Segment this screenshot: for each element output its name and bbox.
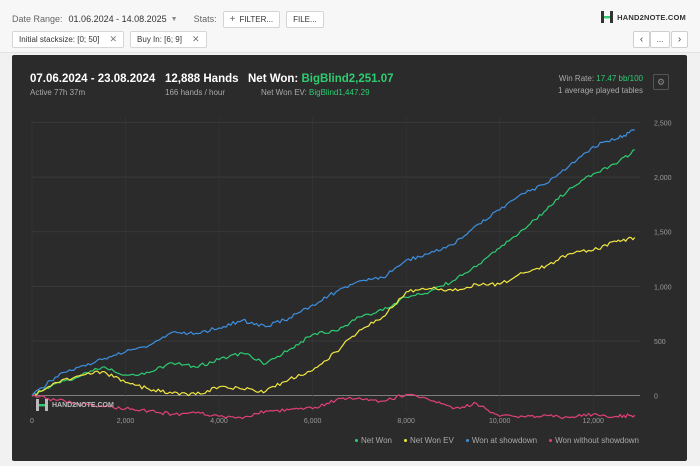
legend-item[interactable]: Won without showdown <box>549 436 639 445</box>
active-time: Active 77h 37m <box>30 88 86 97</box>
chevron-down-icon[interactable]: ▼ <box>170 15 178 23</box>
win-rate-value: 17.47 bb/100 <box>596 74 643 83</box>
legend-dot-icon <box>549 439 553 442</box>
legend-label: Net Won <box>361 436 392 445</box>
filter-chip-stacksize[interactable]: Initial stacksize: [0; 50] ✕ <box>12 31 125 48</box>
chart-legend: Net Won Net Won EV Won at showdown Won with… <box>343 436 639 445</box>
win-rate-label: Win Rate: <box>558 74 595 83</box>
tables-note: 1 average played tables <box>558 86 643 95</box>
net-won: Net Won: BigBlind2,251.07 <box>248 73 394 85</box>
top-toolbar: Date Range: 01.06.2024 - 14.08.2025 ▼ St… <box>0 0 700 53</box>
more-label: ... <box>656 35 664 44</box>
y-tick-label: 1,500 <box>654 230 672 237</box>
legend-label: Won at showdown <box>471 436 538 445</box>
filter-button-label: FILTER... <box>239 14 274 24</box>
prev-button[interactable]: ‹ <box>633 31 650 48</box>
filter-row: Date Range: 01.06.2024 - 14.08.2025 ▼ St… <box>12 10 330 28</box>
plus-icon: + <box>229 13 236 25</box>
watermark-text: HAND2NOTE.COM <box>52 401 114 409</box>
net-won-ev: Net Won EV: BigBlind1,447.29 <box>261 88 370 97</box>
date-range-select[interactable]: 01.06.2024 - 14.08.2025 <box>68 14 167 24</box>
x-tick-label: 0 <box>30 418 34 425</box>
filter-button[interactable]: + FILTER... <box>222 10 281 28</box>
x-tick-label: 4,000 <box>210 418 228 425</box>
legend-label: Won without showdown <box>555 436 639 445</box>
chevron-left-icon: ‹ <box>639 34 644 45</box>
x-tick-label: 6,000 <box>304 418 322 425</box>
more-button[interactable]: ... <box>650 31 670 48</box>
y-tick-label: 2,500 <box>654 120 672 127</box>
x-tick-label: 12,000 <box>583 418 605 425</box>
gear-icon[interactable]: ⚙ <box>653 74 669 90</box>
file-button-label: FILE... <box>293 14 317 24</box>
filter-chips: Initial stacksize: [0; 50] ✕ Buy In: [6;… <box>12 31 213 48</box>
legend-item[interactable]: Won at showdown <box>465 436 538 445</box>
chip-label: Initial stacksize: [0; 50] <box>19 35 100 44</box>
legend-label: Net Won EV <box>409 436 454 445</box>
net-won-ev-label: Net Won EV: <box>261 88 307 97</box>
y-tick-label: 1,000 <box>654 284 672 291</box>
legend-dot-icon <box>403 439 407 442</box>
y-tick-label: 500 <box>654 339 666 346</box>
close-icon[interactable]: ✕ <box>109 34 118 44</box>
x-tick-label: 10,000 <box>489 418 511 425</box>
next-button[interactable]: › <box>671 31 688 48</box>
logo-text: HAND2NOTE.COM <box>617 12 686 22</box>
y-tick-label: 2,000 <box>654 175 672 182</box>
watermark-logo-icon <box>36 399 48 411</box>
net-won-ev-value: BigBlind1,447.29 <box>309 88 370 97</box>
net-won-label: Net Won: <box>248 73 299 85</box>
hand2note-logo[interactable]: HAND2NOTE.COM <box>601 11 686 23</box>
hands-rate: 166 hands / hour <box>165 88 226 97</box>
legend-item[interactable]: Net Won EV <box>403 436 454 445</box>
series-line-won-at-showdown <box>31 129 635 396</box>
x-tick-label: 2,000 <box>117 418 135 425</box>
hands-count: 12,888 Hands <box>165 73 239 85</box>
legend-item[interactable]: Net Won <box>355 436 392 445</box>
y-tick-label: 0 <box>654 394 658 401</box>
graph-panel: 07.06.2024 - 23.08.2024 Active 77h 37m 1… <box>12 55 687 461</box>
series-line-net-won-ev <box>31 236 636 397</box>
x-tick-label: 8,000 <box>397 418 415 425</box>
stats-label: Stats: <box>193 14 217 24</box>
win-rate-block: Win Rate: 17.47 bb/100 1 average played … <box>558 73 643 97</box>
close-icon[interactable]: ✕ <box>191 34 200 44</box>
date-range-label: Date Range: <box>12 14 63 24</box>
file-button[interactable]: FILE... <box>286 10 324 28</box>
legend-dot-icon <box>355 439 358 442</box>
chip-label: Buy In: [6; 9] <box>137 35 182 44</box>
profit-chart: 0 500 1,000 1,500 2,000 2,500 0 2,000 4,000 6,000… <box>30 117 672 425</box>
watermark: HAND2NOTE.COM <box>36 399 114 411</box>
period-range: 07.06.2024 - 23.08.2024 <box>30 73 156 85</box>
series-line-net-won <box>31 149 635 396</box>
net-won-value: BigBlind2,251.07 <box>301 73 394 85</box>
series-line-won-without-showdown <box>31 393 636 420</box>
hand2note-logo-icon <box>601 11 614 23</box>
filter-chip-buyin[interactable]: Buy In: [6; 9] ✕ <box>130 31 207 48</box>
chevron-right-icon: › <box>677 34 682 45</box>
legend-dot-icon <box>465 439 469 442</box>
